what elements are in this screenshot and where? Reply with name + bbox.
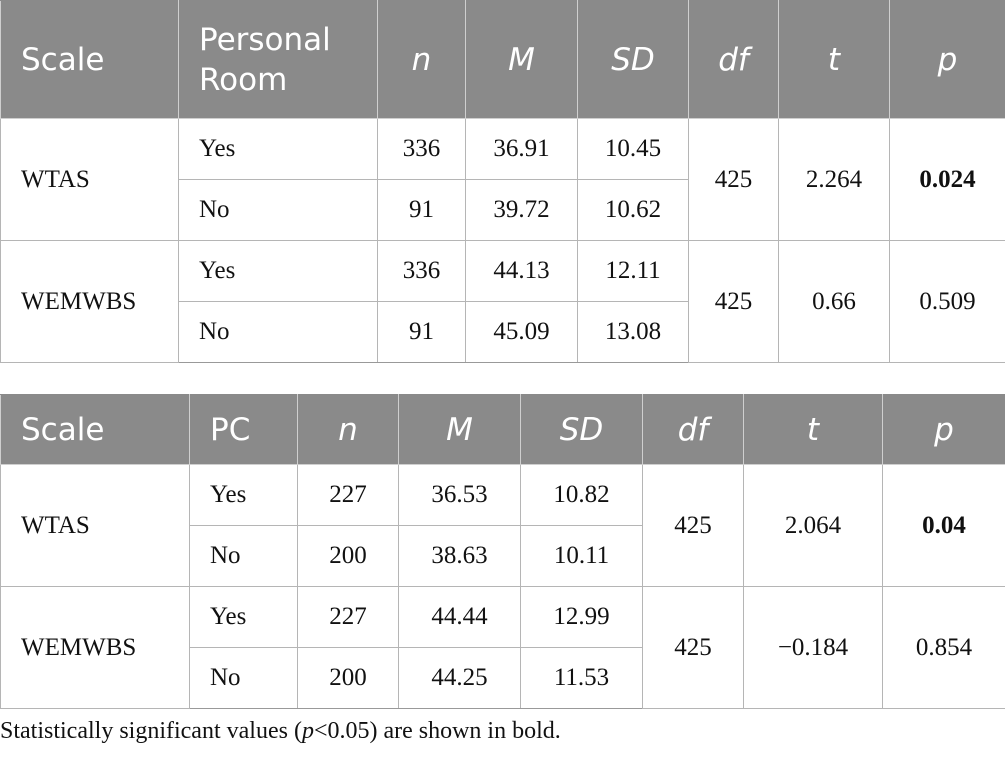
header-n: n [297, 394, 399, 465]
n-cell: 227 [297, 464, 399, 526]
p-cell-significant: 0.04 [882, 464, 1005, 587]
group-cell: Yes [189, 586, 298, 648]
scale-cell: WEMWBS [0, 240, 179, 363]
scale-cell: WTAS [0, 118, 179, 241]
n-cell: 336 [377, 240, 466, 302]
m-cell: 36.53 [398, 464, 521, 526]
n-cell: 91 [377, 301, 466, 363]
sd-cell: 10.11 [520, 525, 643, 587]
footnote-p-symbol: p [301, 718, 314, 744]
m-cell: 36.91 [465, 118, 578, 180]
group-cell: No [178, 179, 378, 241]
header-scale: Scale [0, 0, 179, 119]
table-row: No 200 44.25 11.53 [1, 647, 1005, 709]
df-cell: 425 [688, 240, 779, 363]
group-cell: No [189, 647, 298, 709]
n-cell: 227 [297, 586, 399, 648]
header-p: p [889, 0, 1005, 119]
header-n: n [377, 0, 466, 119]
scale-cell: WEMWBS [0, 586, 190, 709]
m-cell: 44.25 [398, 647, 521, 709]
n-cell: 336 [377, 118, 466, 180]
t-cell: −0.184 [743, 586, 883, 709]
header-p: p [882, 394, 1005, 465]
sd-cell: 13.08 [577, 301, 689, 363]
header-t: t [778, 0, 890, 119]
pc-table: Scale PC n M SD df t p WTAS Yes 227 36.5… [0, 394, 1005, 709]
table-footnote: Statistically significant values (p<0.05… [0, 718, 561, 745]
table-row: WTAS Yes 336 36.91 10.45 425 2.264 0.024 [0, 118, 1005, 241]
header-df: df [688, 0, 779, 119]
df-cell: 425 [688, 118, 779, 241]
m-cell: 39.72 [465, 179, 578, 241]
header-pc: PC [189, 394, 298, 465]
n-cell: 200 [297, 525, 399, 587]
scale-cell: WTAS [0, 464, 190, 587]
group-cell: Yes [189, 464, 298, 526]
header-t: t [743, 394, 883, 465]
sd-cell: 11.53 [520, 647, 643, 709]
table-row: WTAS Yes 227 36.53 10.82 425 2.064 0.04 [0, 464, 1005, 587]
m-cell: 38.63 [398, 525, 521, 587]
m-cell: 44.44 [398, 586, 521, 648]
footnote-text-before: Statistically significant values ( [0, 718, 302, 744]
footnote-text-after: <0.05) are shown in bold. [313, 718, 561, 744]
m-cell: 44.13 [465, 240, 578, 302]
group-cell: No [189, 525, 298, 587]
header-scale: Scale [0, 394, 190, 465]
p-cell-significant: 0.024 [889, 118, 1005, 241]
personal-room-table: Scale Personal Room n M SD df t p WTAS Y… [0, 0, 1005, 363]
sd-cell: 10.62 [577, 179, 689, 241]
header-m: M [465, 0, 578, 119]
header-m: M [398, 394, 521, 465]
table-row: WEMWBS Yes 227 44.44 12.99 425 −0.184 0.… [0, 586, 1005, 709]
sd-cell: 10.45 [577, 118, 689, 180]
sd-cell: 12.99 [520, 586, 643, 648]
df-cell: 425 [642, 586, 744, 709]
m-cell: 45.09 [465, 301, 578, 363]
t-cell: 0.66 [778, 240, 890, 363]
header-personal-room: Personal Room [178, 0, 378, 119]
t-cell: 2.064 [743, 464, 883, 587]
sd-cell: 10.82 [520, 464, 643, 526]
p-cell: 0.509 [889, 240, 1005, 363]
table-row: WEMWBS Yes 336 44.13 12.11 425 0.66 0.50… [0, 240, 1005, 363]
group-cell: Yes [178, 118, 378, 180]
table-header-row: Scale PC n M SD df t p [0, 394, 1005, 465]
header-df: df [642, 394, 744, 465]
table-header-row: Scale Personal Room n M SD df t p [0, 0, 1005, 119]
table-row: No 200 38.63 10.11 [1, 525, 1005, 587]
df-cell: 425 [642, 464, 744, 587]
sd-cell: 12.11 [577, 240, 689, 302]
group-cell: Yes [178, 240, 378, 302]
t-cell: 2.264 [778, 118, 890, 241]
n-cell: 200 [297, 647, 399, 709]
n-cell: 91 [377, 179, 466, 241]
header-sd: SD [520, 394, 643, 465]
table-row: No 91 45.09 13.08 [1, 301, 1005, 363]
group-cell: No [178, 301, 378, 363]
p-cell: 0.854 [882, 586, 1005, 709]
header-sd: SD [577, 0, 689, 119]
